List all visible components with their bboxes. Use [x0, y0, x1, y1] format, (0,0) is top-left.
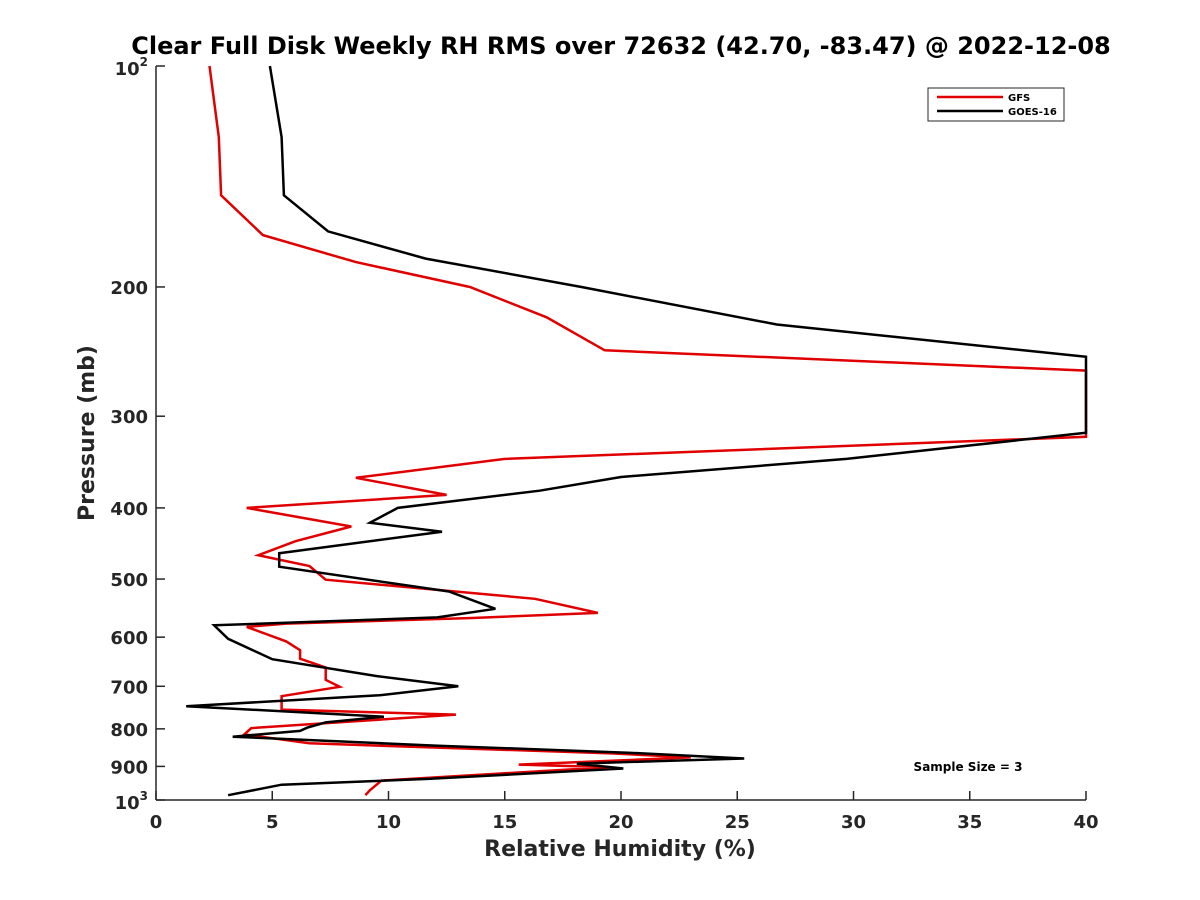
x-tick-label: 0 [150, 812, 163, 833]
x-axis-label: Relative Humidity (%) [484, 837, 756, 862]
series-line-gfs [208, 65, 1088, 797]
legend-box [927, 87, 1065, 122]
y-tick-label: 200 [110, 278, 148, 299]
y-tick-label: 500 [110, 570, 148, 591]
legend-label-goes-16: GOES-16 [1008, 107, 1057, 118]
legend: GFS GOES-16 [927, 87, 1065, 122]
series-layer [186, 65, 1088, 797]
plot-area: 0 5 10 15 20 25 30 35 40 102 200 300 400 500 600 700 80… [110, 55, 1098, 833]
plot-background [156, 66, 1086, 800]
x-tick-label: 15 [492, 812, 517, 833]
y-tick-label: 600 [110, 628, 148, 649]
y-tick-label: 103 [115, 789, 148, 814]
x-tick-label: 30 [841, 812, 866, 833]
series-line-goes-16 [186, 65, 1088, 797]
sample-size-annotation: Sample Size = 3 [914, 760, 1023, 774]
x-tick-label: 10 [376, 812, 401, 833]
y-tick-label: 900 [110, 757, 148, 778]
x-ticks: 0 5 10 15 20 25 30 35 40 [150, 791, 1099, 833]
y-tick-label: 400 [110, 499, 148, 520]
y-axis-label: Pressure (mb) [75, 345, 100, 521]
legend-label-gfs: GFS [1008, 93, 1030, 104]
y-tick-label: 700 [110, 677, 148, 698]
y-ticks: 102 200 300 400 500 600 700 800 900 103 [110, 55, 165, 814]
y-tick-label: 800 [110, 720, 148, 741]
chart-title: Clear Full Disk Weekly RH RMS over 72632… [131, 32, 1111, 60]
y-tick-label: 300 [110, 407, 148, 428]
x-tick-label: 35 [957, 812, 982, 833]
x-tick-label: 40 [1073, 812, 1098, 833]
x-tick-label: 25 [725, 812, 750, 833]
y-tick-label: 102 [115, 55, 148, 80]
x-tick-label: 20 [608, 812, 633, 833]
x-tick-label: 5 [266, 812, 279, 833]
